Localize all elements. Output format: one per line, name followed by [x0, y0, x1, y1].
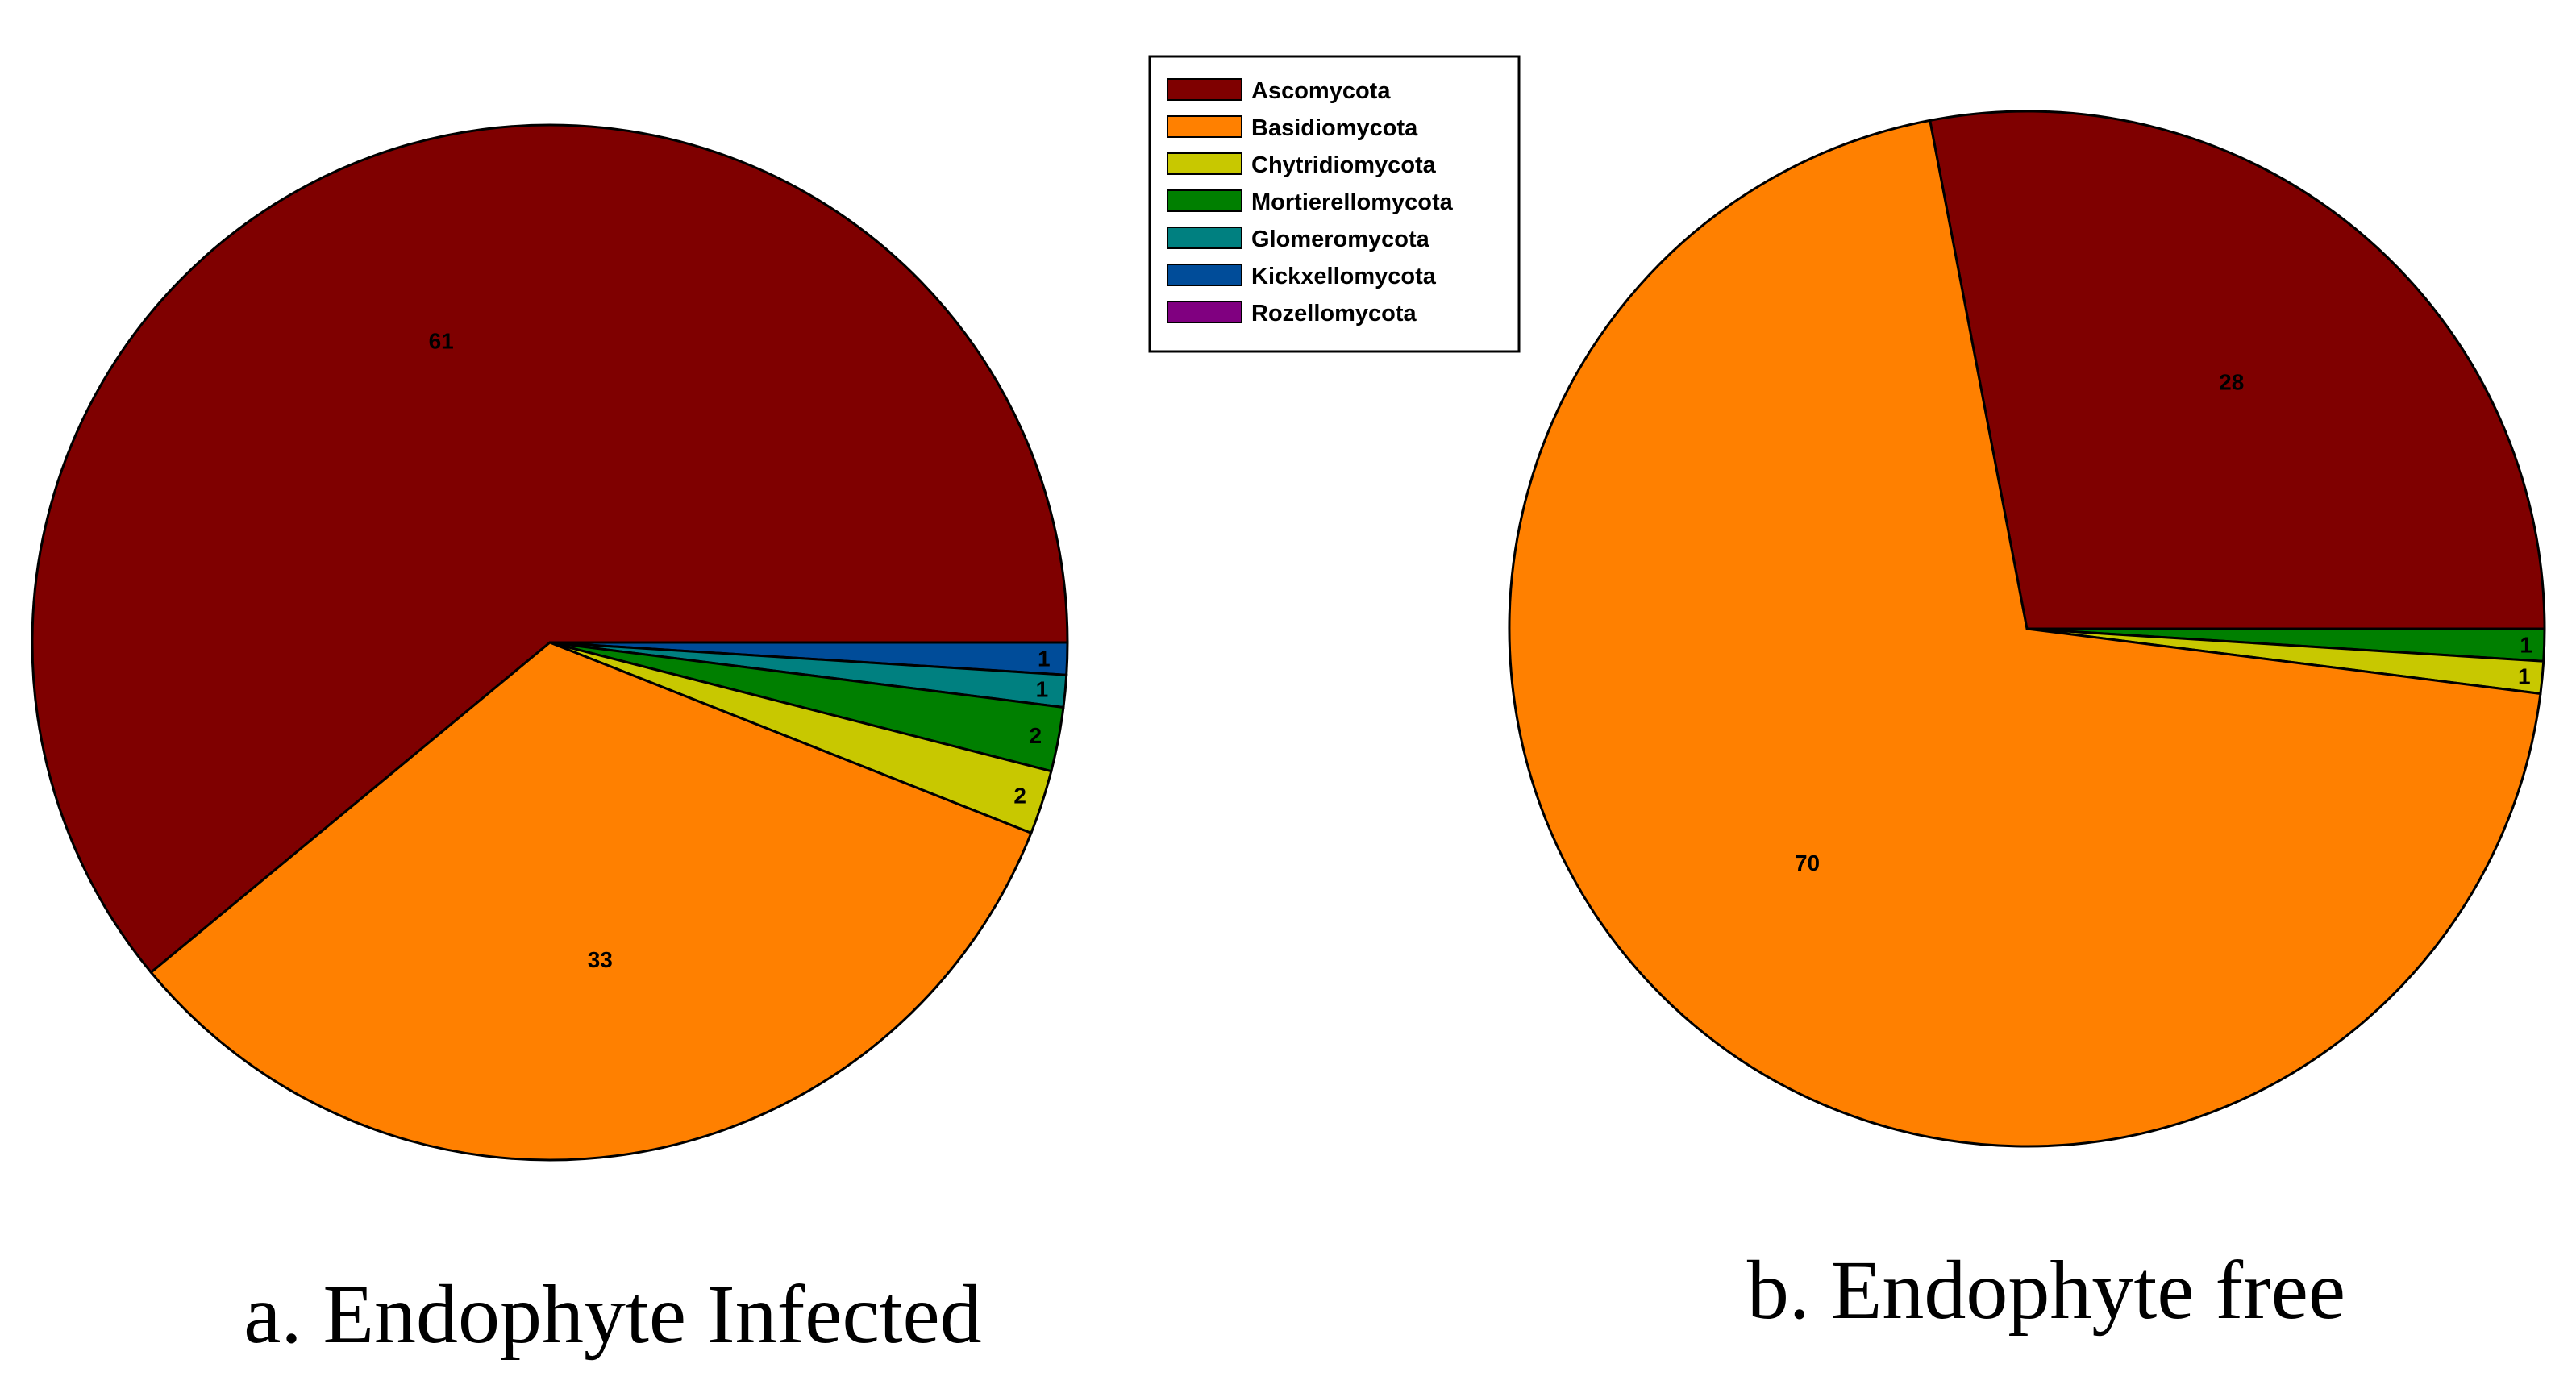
slice-value-label-glomeromycota: 1: [1036, 677, 1049, 702]
legend-label-basidiomycota: Basidiomycota: [1251, 115, 1418, 141]
pie-slice-ascomycota: [1928, 110, 2546, 630]
slice-value-label-ascomycota: 28: [2219, 369, 2244, 394]
slice-value-label-ascomycota: 61: [429, 328, 454, 353]
legend-label-chytridiomycota: Chytridiomycota: [1251, 152, 1437, 178]
slice-value-label-basidiomycota: 70: [1795, 850, 1820, 875]
pie-slice-basidiomycota: [149, 641, 1033, 1162]
legend-swatch-rozellomycota: [1167, 301, 1242, 323]
caption-a: a. Endophyte Infected: [243, 1268, 981, 1361]
legend-label-rozellomycota: Rozellomycota: [1251, 301, 1417, 326]
legend-label-mortierellomycota: Mortierellomycota: [1251, 189, 1454, 215]
legend-swatch-ascomycota: [1167, 78, 1242, 101]
slice-value-label-basidiomycota: 33: [588, 947, 613, 972]
legend: Ascomycota Basidiomycota Chytridiomycota Mo…: [1148, 55, 1521, 353]
slice-value-label-mortierellomycota: 1: [2520, 632, 2532, 657]
legend-swatch-basidiomycota: [1167, 115, 1242, 138]
pie-slice-ascomycota: [31, 123, 1069, 975]
legend-swatch-glomeromycota: [1167, 227, 1242, 249]
legend-label-kickxellomycota: Kickxellomycota: [1251, 264, 1437, 289]
legend-swatch-mortierellomycota: [1167, 189, 1242, 212]
caption-b: b. Endophyte free: [1747, 1244, 2345, 1337]
legend-label-ascomycota: Ascomycota: [1251, 78, 1391, 104]
legend-label-glomeromycota: Glomeromycota: [1251, 227, 1430, 252]
pie-chart-endophyte-infected: 61 1 1 2 2 33: [31, 123, 1069, 1162]
legend-swatch-kickxellomycota: [1167, 264, 1242, 286]
pie-slice-basidiomycota: [1508, 119, 2542, 1148]
slice-value-label-kickxellomycota: 1: [1038, 646, 1051, 671]
slice-value-label-chytridiomycota: 2: [1013, 783, 1026, 808]
pie-chart-endophyte-free: 28 1 1 70: [1508, 110, 2546, 1148]
slice-value-label-mortierellomycota: 2: [1029, 723, 1042, 748]
slice-value-label-chytridiomycota: 1: [2518, 663, 2531, 688]
legend-swatch-chytridiomycota: [1167, 152, 1242, 175]
